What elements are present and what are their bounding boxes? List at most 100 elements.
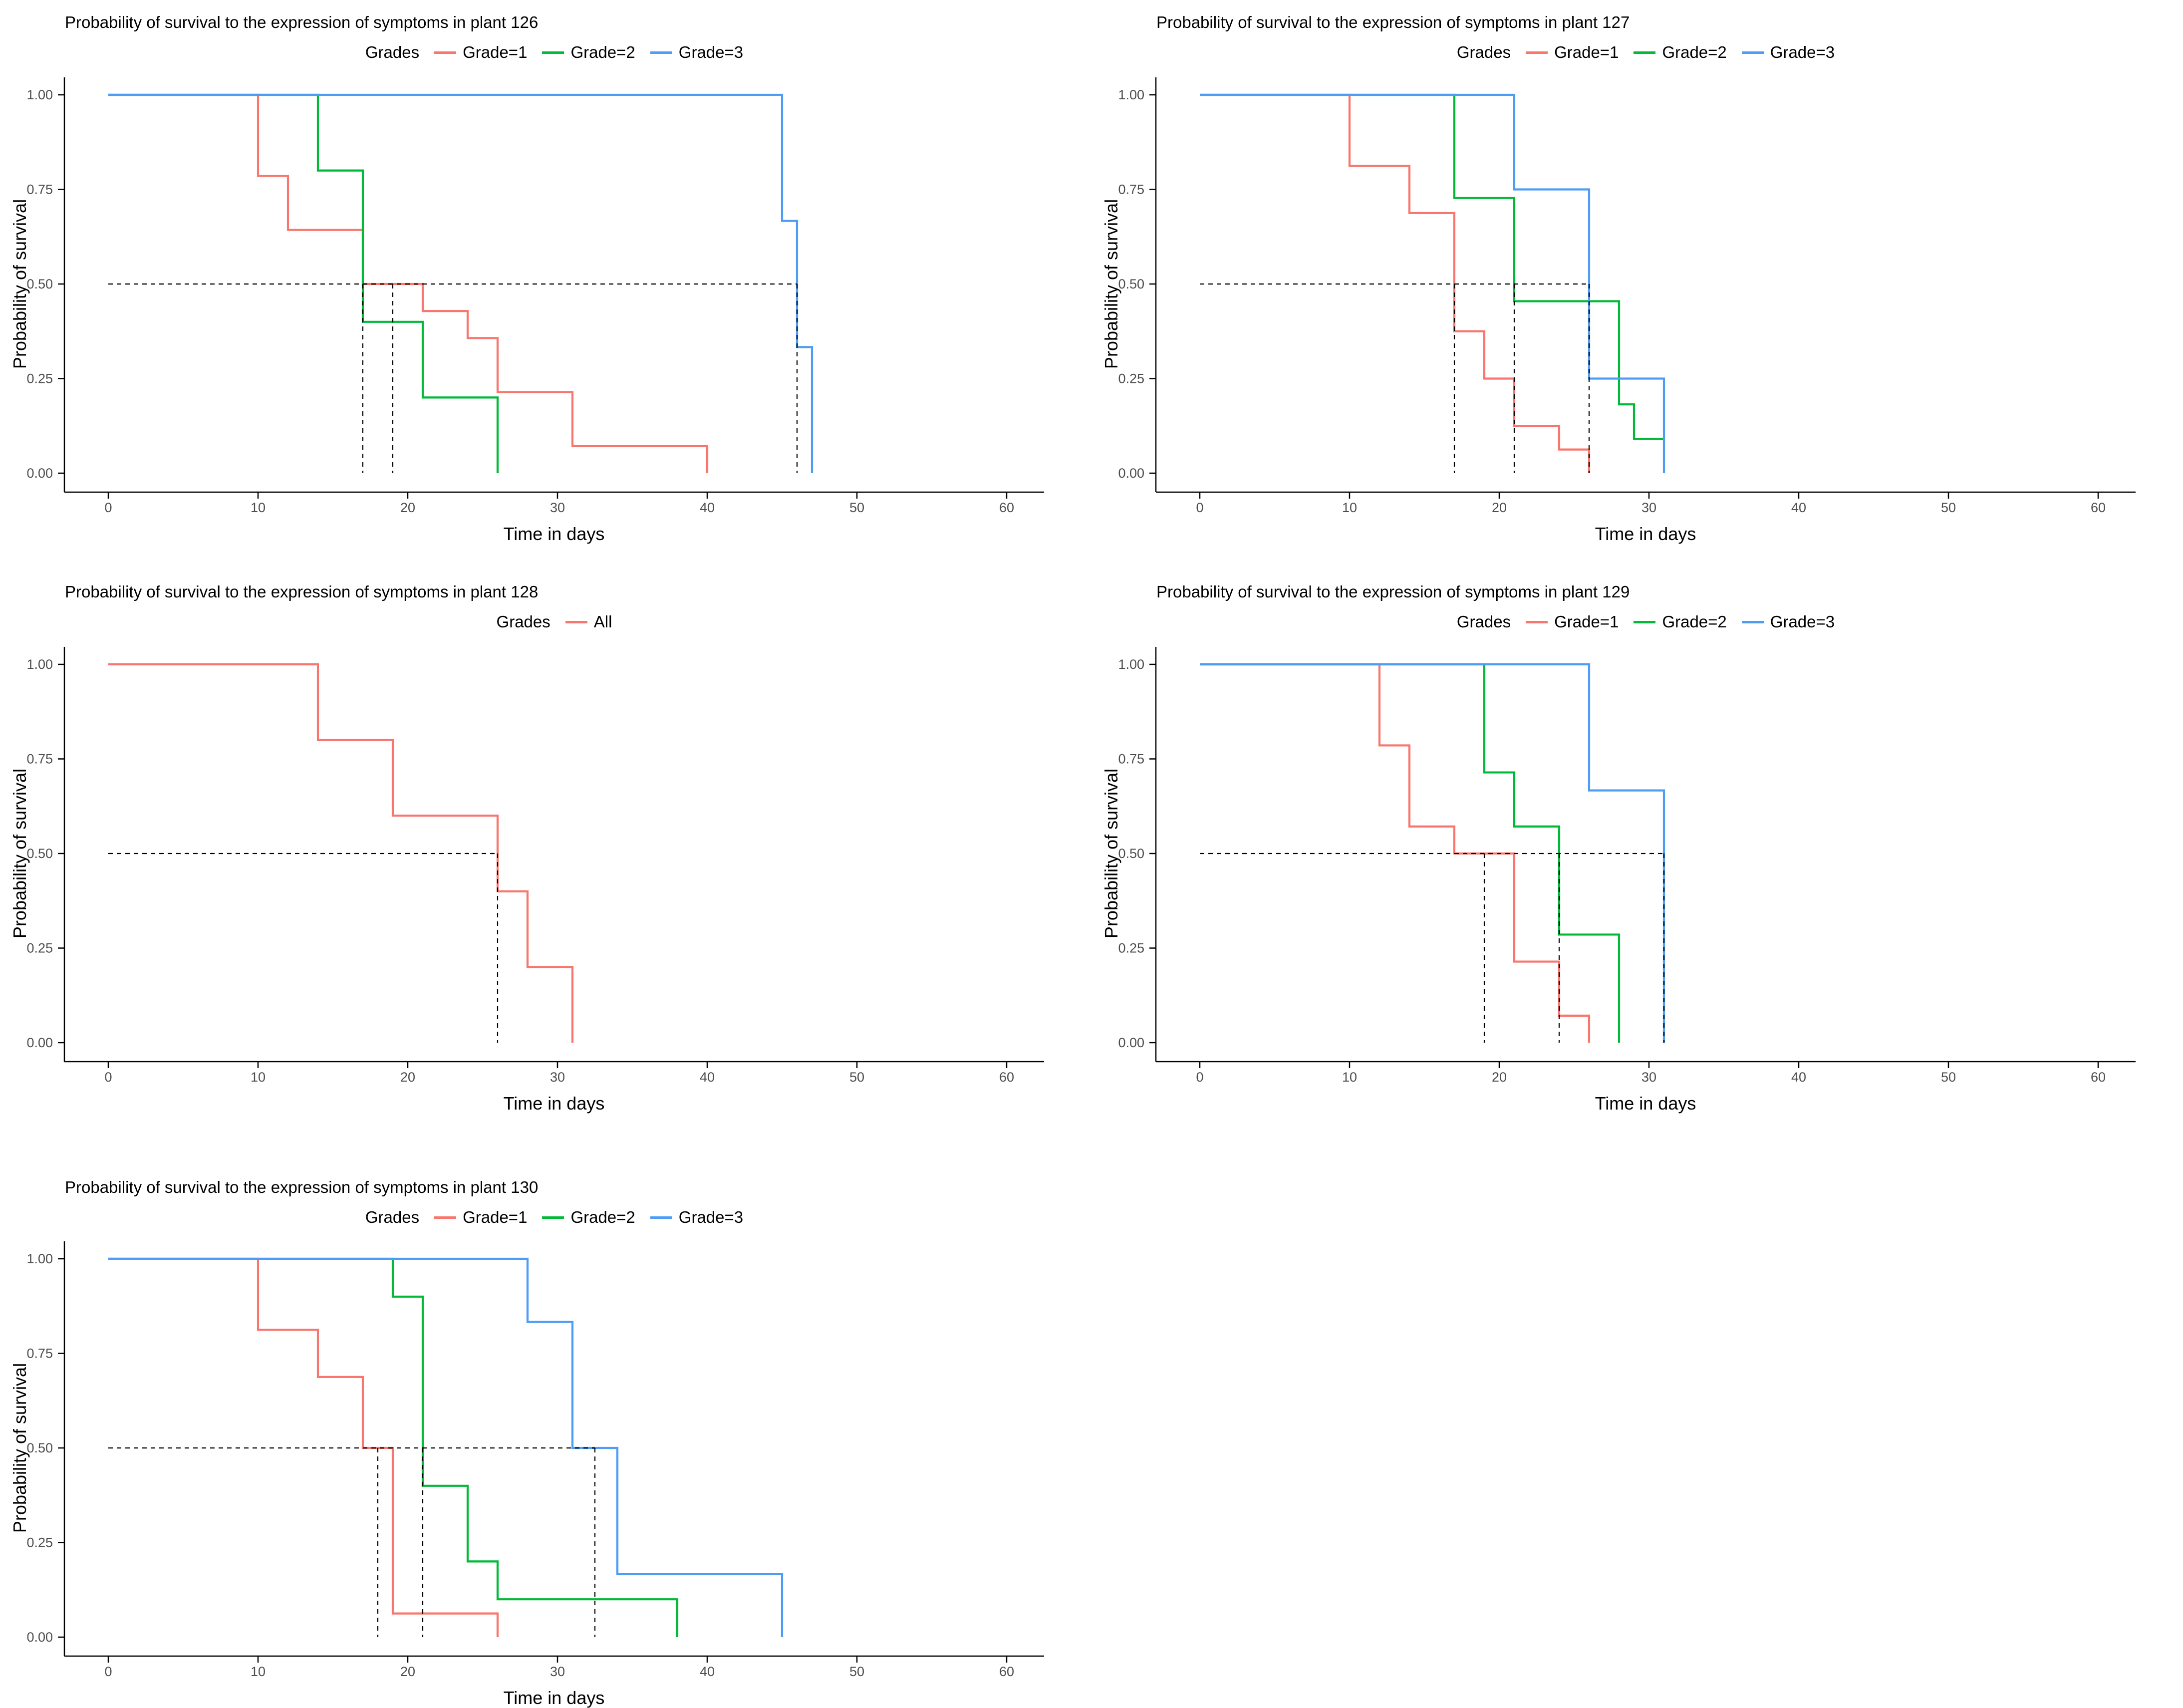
legend-label: Grade=2 (570, 1208, 635, 1226)
survival-curve-grade2 (1200, 663, 1621, 1043)
legend-key-line-grade2 (1634, 620, 1656, 623)
legend: Grades Grade=1 Grade=2 Grade=3 (64, 1206, 1044, 1228)
legend-label: Grade=2 (1662, 43, 1727, 61)
x-tick-label: 50 (849, 1070, 864, 1085)
survival-curve-grade2 (108, 1257, 679, 1637)
plot-area: 0 10 20 30 40 50 60 0.00 0.25 0.50 0.75 1.00 Time in… (1101, 77, 2136, 544)
x-tick-label: 30 (550, 500, 565, 515)
y-tick-label: 0.50 (26, 846, 53, 861)
y-axis-title: Probability of survival (1101, 199, 1121, 369)
legend-key-line-grade3 (1741, 51, 1764, 54)
x-tick-label: 40 (1791, 1070, 1806, 1085)
x-tick-label: 60 (999, 500, 1014, 515)
x-tick-label: 10 (1342, 1070, 1357, 1085)
legend-title: Grades (1456, 43, 1511, 61)
plot-area: 0 10 20 30 40 50 60 0.00 0.25 0.50 0.75 1.00 Time in… (9, 77, 1044, 544)
x-axis-title: Time in days (504, 1093, 605, 1114)
legend-item-grade3: Grade=3 (1741, 43, 1835, 62)
legend-item-grade1: Grade=1 (434, 43, 527, 62)
survival-chart-plant-127: Probability of survival to the expressio… (1092, 0, 2183, 569)
survival-curve-grade3 (1200, 93, 1665, 473)
legend-item-grade2: Grade=2 (1634, 612, 1727, 631)
legend-item-grade3: Grade=3 (1741, 612, 1835, 631)
legend-item-grade2: Grade=2 (542, 1208, 635, 1227)
x-axis-title: Time in days (1595, 1093, 1696, 1114)
x-tick-label: 50 (849, 1664, 864, 1679)
y-tick-label: 0.00 (26, 466, 53, 481)
y-axis-title: Probability of survival (9, 1363, 30, 1533)
plot-area: 0 10 20 30 40 50 60 0.00 0.25 0.50 0.75 1.00 Time in… (9, 1241, 1044, 1708)
y-tick-label: 0.25 (26, 371, 53, 386)
x-tick-label: 0 (104, 1664, 112, 1679)
legend-key-line-all (565, 620, 587, 623)
y-tick-label: 0.25 (1118, 371, 1144, 386)
x-axis-title: Time in days (504, 524, 605, 544)
x-tick-label: 20 (400, 1070, 415, 1085)
x-tick-label: 50 (1941, 1070, 1956, 1085)
x-axis-title: Time in days (504, 1688, 605, 1708)
survival-curve-grade3 (108, 93, 814, 473)
y-tick-label: 0.25 (1118, 941, 1144, 956)
y-tick-label: 0.75 (26, 752, 53, 767)
x-tick-label: 10 (251, 1664, 266, 1679)
legend-label: Grade=3 (678, 43, 744, 61)
legend-key-line-grade3 (650, 51, 672, 54)
legend-title: Grades (1456, 612, 1511, 631)
y-tick-label: 0.50 (26, 1440, 53, 1455)
y-tick-label: 0.00 (26, 1035, 53, 1050)
y-tick-label: 1.00 (26, 657, 53, 672)
legend-label: Grade=1 (1554, 43, 1619, 61)
x-tick-label: 30 (550, 1664, 565, 1679)
legend-key-line-grade2 (1634, 51, 1656, 54)
legend: Grades All (64, 611, 1044, 633)
legend-key-line-grade3 (1741, 620, 1764, 623)
x-tick-label: 40 (700, 500, 715, 515)
y-tick-label: 0.75 (1118, 182, 1144, 197)
x-tick-label: 40 (700, 1664, 715, 1679)
legend-label: Grade=3 (1770, 612, 1835, 631)
x-tick-label: 30 (550, 1070, 565, 1085)
chart-title: Probability of survival to the expressio… (1156, 582, 1630, 601)
legend-item-grade1: Grade=1 (434, 1208, 527, 1227)
legend-title: Grades (365, 43, 420, 61)
survival-chart-plant-129: Probability of survival to the expressio… (1092, 569, 2183, 1139)
x-tick-label: 20 (1492, 1070, 1507, 1085)
x-tick-label: 60 (2091, 1070, 2106, 1085)
x-tick-label: 0 (1196, 1070, 1203, 1085)
survival-curve-grade3 (108, 1257, 784, 1637)
legend-key-line-grade1 (434, 1216, 457, 1219)
legend-item-grade2: Grade=2 (1634, 43, 1727, 62)
legend-item-grade1: Grade=1 (1526, 612, 1619, 631)
y-tick-label: 0.75 (26, 1346, 53, 1361)
legend-key-line-grade2 (542, 51, 564, 54)
x-tick-label: 40 (700, 1070, 715, 1085)
legend-key-line-grade1 (1526, 620, 1548, 623)
y-tick-label: 0.25 (26, 1535, 53, 1550)
y-axis-title: Probability of survival (9, 199, 30, 369)
chart-title: Probability of survival to the expressio… (65, 1178, 539, 1196)
y-tick-label: 0.00 (26, 1630, 53, 1645)
legend-item-grade2: Grade=2 (542, 43, 635, 62)
y-tick-label: 0.75 (26, 182, 53, 197)
y-tick-label: 1.00 (26, 87, 53, 102)
survival-curve-grade1 (1200, 93, 1591, 473)
legend-item-grade3: Grade=3 (650, 43, 743, 62)
x-tick-label: 0 (1196, 500, 1203, 515)
y-tick-label: 0.00 (1118, 466, 1144, 481)
y-tick-label: 0.75 (1118, 752, 1144, 767)
legend-label: Grade=1 (1554, 612, 1619, 631)
x-tick-label: 60 (2091, 500, 2106, 515)
x-tick-label: 40 (1791, 500, 1806, 515)
legend-label: Grade=3 (678, 1208, 744, 1226)
legend-label: Grade=1 (463, 43, 528, 61)
y-tick-label: 0.50 (1118, 846, 1144, 861)
legend-label: Grade=3 (1770, 43, 1835, 61)
survival-curve-grade1 (108, 1257, 499, 1637)
survival-curve-grade2 (1200, 93, 1664, 440)
legend-key-line-grade3 (650, 1216, 672, 1219)
legend-label: Grade=2 (570, 43, 635, 61)
survival-chart-plant-126: Probability of survival to the expressio… (0, 0, 1092, 569)
legend-title: Grades (496, 612, 550, 631)
plot-area: 0 10 20 30 40 50 60 0.00 0.25 0.50 0.75 1.00 Time in… (1101, 647, 2136, 1114)
survival-curve-grade1 (108, 93, 709, 473)
